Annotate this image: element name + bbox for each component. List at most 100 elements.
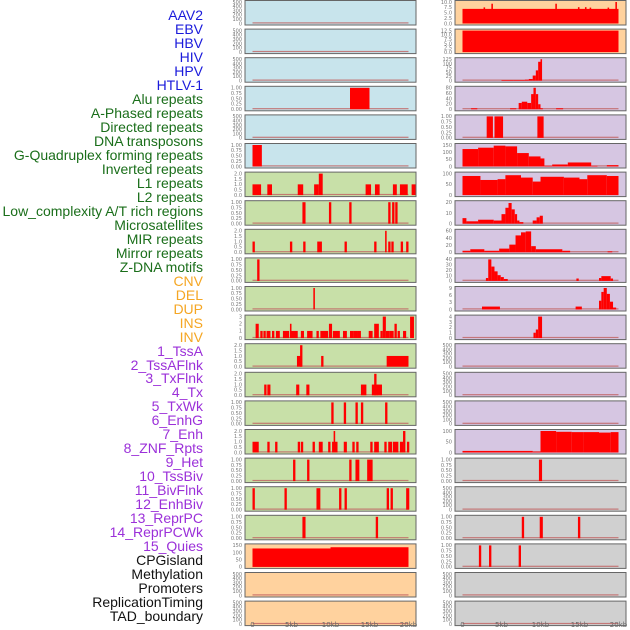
y-tick-label: 0.75 (231, 91, 242, 97)
y-tick-label: 0 (239, 50, 242, 56)
y-tick-label: 100 (442, 429, 452, 435)
panel-background (244, 400, 417, 426)
y-tick-label: 100 (442, 417, 452, 423)
y-tick-label: 6 (449, 293, 452, 299)
y-tick-label: 0.50 (441, 125, 452, 131)
bar (513, 80, 525, 81)
y-tick-label: 100 (442, 503, 452, 509)
bar (576, 278, 579, 281)
y-tick-label: 30 (446, 263, 452, 269)
y-tick-label: 0.00 (441, 136, 452, 142)
x-tick-label: 15kb (361, 621, 379, 629)
left-panel: 0.00.51.01.52.0 (234, 343, 417, 371)
bar (289, 323, 292, 339)
left-panel: 0.000.250.500.751.00 (231, 143, 417, 170)
bar (331, 402, 334, 424)
track-label: 9_Het (165, 454, 203, 471)
bar (491, 266, 495, 281)
right-panel: 0.000.250.500.751.00 (441, 515, 627, 542)
panel-background (244, 143, 417, 169)
bar (478, 219, 494, 224)
y-tick-label: 400 (232, 576, 242, 582)
bar (399, 184, 408, 196)
bar (318, 441, 323, 453)
panel-background (454, 572, 627, 598)
bar (252, 145, 262, 167)
y-tick-label: 0.50 (231, 154, 242, 160)
y-tick-label: 100 (232, 550, 242, 556)
y-tick-label: 500 (232, 600, 242, 606)
y-tick-label: 0.75 (231, 205, 242, 211)
bar (521, 232, 526, 253)
y-tick-label: 300 (442, 409, 452, 415)
bar (533, 87, 536, 110)
bar (503, 278, 508, 281)
bar (519, 222, 524, 224)
y-tick-label: 3 (239, 314, 242, 320)
y-tick-label: 0.25 (231, 502, 242, 508)
y-tick-label: 0.75 (231, 406, 242, 412)
y-tick-label: 0.75 (231, 291, 242, 297)
panel-background (454, 400, 627, 426)
bar (515, 235, 521, 253)
bar (291, 330, 298, 339)
y-tick-label: 400 (232, 4, 242, 10)
bar (535, 70, 539, 81)
bar (375, 516, 379, 539)
y-tick-label: 0.5 (234, 188, 242, 194)
y-tick-label: 1.00 (231, 200, 242, 206)
track-label: HPV (174, 62, 203, 79)
y-tick-label: 200 (232, 127, 242, 133)
y-tick-label: 9 (449, 286, 452, 292)
bar (563, 177, 580, 196)
y-tick-label: 20 (446, 102, 452, 108)
y-tick-label: 500 (442, 486, 452, 492)
y-tick-label: 0.00 (231, 307, 242, 313)
bar (583, 432, 599, 453)
bar (599, 300, 602, 310)
bar (317, 241, 322, 253)
baseline (252, 193, 409, 196)
bar (328, 323, 333, 339)
y-tick-label: 0.75 (441, 463, 452, 469)
y-tick-label: 500 (232, 28, 242, 34)
bar (313, 288, 315, 310)
x-tick-label: 20kb (400, 621, 418, 629)
y-tick-label: 0.75 (231, 463, 242, 469)
y-tick-label: 0 (449, 593, 452, 599)
track-label: CPGisland (136, 552, 203, 569)
x-tick-label: 0 (460, 621, 464, 629)
bar (365, 184, 372, 196)
y-tick-label: 1.00 (231, 257, 242, 263)
bar (284, 488, 287, 510)
bar (382, 316, 386, 339)
bar (263, 330, 266, 339)
bar (368, 330, 373, 339)
bar (555, 3, 557, 24)
y-tick-label: 20 (446, 200, 452, 206)
panel-background (244, 286, 417, 312)
y-tick-label: 100 (442, 61, 452, 67)
bar (540, 431, 557, 453)
bar (536, 217, 540, 224)
track-label: 12_EnhBiv (135, 496, 203, 513)
y-tick-label: 0.50 (231, 497, 242, 503)
panel-background (244, 171, 417, 198)
bar (282, 330, 290, 339)
track-label: HIV (179, 48, 203, 65)
y-tick-label: 0.0 (234, 193, 242, 199)
y-tick-label: 1 (239, 329, 242, 335)
bar (388, 202, 391, 224)
track-label: Mirror repeats (115, 244, 203, 261)
y-tick-label: 0.0 (444, 50, 452, 56)
track-label: Inverted repeats (101, 160, 203, 177)
bar (388, 441, 393, 453)
y-tick-label: 0.75 (441, 120, 452, 126)
left-panel: 0.00.51.01.52.0 (234, 229, 417, 256)
track-label: DEL (175, 286, 203, 303)
